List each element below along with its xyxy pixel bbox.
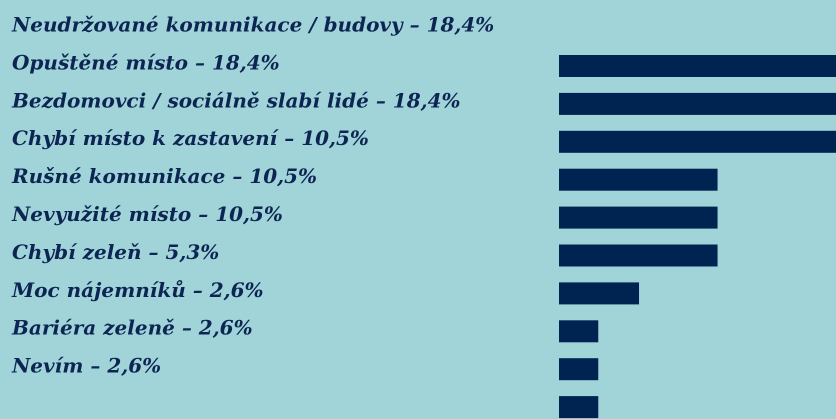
- category-label: Moc nájemníků – 2,6%: [11, 278, 264, 302]
- bar: [559, 92, 836, 115]
- category-label: Opuštěné místo – 18,4%: [12, 50, 280, 74]
- bar: [559, 358, 599, 381]
- category-label: Nevím – 2,6%: [11, 354, 161, 378]
- bar: [559, 282, 640, 305]
- category-label: Neudržované komunikace / budovy – 18,4%: [11, 13, 494, 37]
- category-label: Chybí místo k zastavení – 10,5%: [12, 126, 369, 150]
- bar: [559, 55, 836, 77]
- category-label: Chybí zeleň – 5,3%: [12, 240, 219, 264]
- bar: [559, 168, 718, 191]
- category-label: Nevyužité místo – 10,5%: [11, 202, 283, 226]
- category-label: Bezdomovci / sociálně slabí lidé – 18,4%: [11, 88, 461, 112]
- bar: [559, 396, 599, 419]
- category-label: Rušné komunikace – 10,5%: [11, 164, 317, 188]
- bar: [559, 320, 599, 343]
- bar: [559, 206, 718, 229]
- bar: [559, 244, 718, 267]
- bar: [559, 130, 836, 153]
- category-label: Bariéra zeleně – 2,6%: [11, 316, 253, 340]
